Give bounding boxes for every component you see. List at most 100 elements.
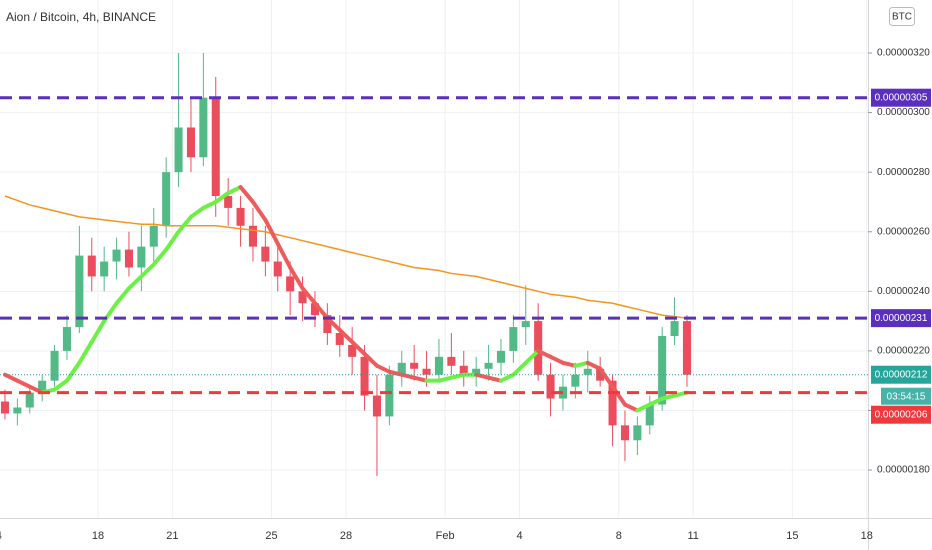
candle-body: [397, 362, 406, 375]
candle-body: [521, 321, 530, 328]
fast-ma-segment: [523, 348, 541, 365]
candle-body: [484, 362, 493, 369]
y-tick-label: 0.00000180: [877, 465, 930, 476]
candle-body: [645, 404, 654, 426]
x-tick-label: 28: [340, 530, 352, 542]
fast-ma-segment: [77, 339, 94, 365]
fast-ma-segment: [201, 199, 218, 210]
fast-ma-segment: [474, 372, 491, 380]
candle-body: [335, 333, 344, 345]
candle-body: [633, 425, 642, 441]
y-tick-label: 0.00000320: [877, 48, 930, 59]
x-tick-label: 4: [0, 530, 2, 542]
candle-body: [162, 172, 171, 226]
candle-body: [298, 291, 307, 304]
candle-body: [149, 225, 158, 247]
candle-body: [608, 380, 617, 426]
axes: 4 18 21 25 28 Feb 4 8 11 15 18 0.00000320 0.00000300…: [0, 48, 931, 542]
candle-body: [434, 356, 443, 375]
candle-body: [472, 368, 481, 375]
fast-ma-segment: [560, 360, 578, 368]
candle-body: [50, 350, 59, 381]
level-box: [871, 405, 931, 424]
x-tick-label: 15: [786, 530, 798, 542]
fast-ma-segment: [486, 375, 503, 383]
fast-ma-segment: [399, 372, 417, 380]
fast-ma-segment: [374, 363, 392, 374]
fast-ma-segment: [362, 351, 379, 368]
fast-ma-segment: [622, 402, 640, 413]
candle-body: [112, 249, 121, 262]
fast-ma-segment: [139, 262, 156, 279]
x-tick-label: 4: [516, 530, 522, 542]
candle-body: [13, 407, 22, 414]
candle-body: [360, 356, 369, 396]
y-tick-label: 0.00000280: [877, 167, 930, 178]
fast-ma-segment: [647, 396, 665, 407]
candle-body: [422, 368, 431, 375]
candle-body: [174, 127, 183, 173]
last-price-box: [871, 365, 931, 384]
fast-ma-segment: [250, 199, 268, 222]
fast-ma-segment: [288, 265, 305, 291]
fast-ma-segment: [275, 241, 293, 270]
fast-ma-segment: [449, 372, 466, 380]
fast-ma-segment: [436, 375, 454, 383]
level-label: 0.00000206: [875, 409, 928, 420]
candle-body: [348, 344, 357, 357]
x-tick-label: 25: [265, 530, 277, 542]
fast-ma-segment: [350, 339, 367, 356]
fast-ma-segment: [536, 348, 553, 359]
x-tick-label: Feb: [436, 530, 455, 542]
candle-body: [75, 255, 84, 328]
candle-body: [0, 401, 9, 414]
x-tick-label: 8: [616, 530, 622, 542]
plot-area: [0, 53, 868, 476]
candle-body: [682, 321, 691, 375]
fast-ma-segment: [585, 360, 603, 371]
x-tick-label: 18: [92, 530, 104, 542]
candle-body: [87, 255, 96, 277]
fast-ma-segment: [498, 372, 516, 383]
candle-body: [273, 261, 282, 277]
fast-ma-segment: [164, 229, 181, 252]
candle-body: [236, 207, 245, 226]
candle-body: [310, 303, 319, 316]
grid: [0, 0, 868, 518]
x-tick-label: 18: [861, 530, 873, 542]
candle-body: [286, 276, 295, 292]
y-tick-label: 0.00000260: [877, 226, 930, 237]
candle-body: [509, 327, 518, 351]
fast-ma-segment: [548, 354, 565, 365]
level-box: [871, 88, 931, 107]
fast-ma-segment: [635, 402, 652, 413]
candle-body: [459, 365, 468, 375]
fast-ma-segment: [337, 328, 355, 344]
fast-ma-segment: [573, 360, 590, 368]
currency-button[interactable]: [889, 7, 915, 26]
level-label: 0.00000231: [875, 313, 928, 324]
fast-ma-segment: [238, 185, 255, 204]
fast-ma-segment: [226, 185, 243, 196]
last-price-label: 0.00000212: [875, 369, 928, 380]
fast-ma-segment: [15, 378, 32, 389]
fast-ma-segment: [412, 375, 429, 383]
fast-ma-segment: [312, 301, 330, 321]
candle-body: [385, 374, 394, 417]
candle-body: [447, 356, 456, 366]
fast-ma-segment: [598, 366, 615, 389]
candle-body: [372, 395, 381, 417]
candle-body: [261, 246, 270, 262]
fast-ma-segment: [188, 205, 206, 219]
y-tick-label: 0.00000300: [877, 107, 930, 118]
fast-ma-segment: [151, 247, 169, 267]
candle-body: [658, 336, 667, 405]
currency-button-label[interactable]: BTC: [892, 12, 912, 23]
fast-ma-segment: [89, 319, 107, 344]
x-tick-label: 11: [687, 530, 698, 542]
candle-body: [583, 368, 592, 375]
slow-ma-line: [4, 195, 688, 319]
candle-body: [137, 246, 146, 268]
